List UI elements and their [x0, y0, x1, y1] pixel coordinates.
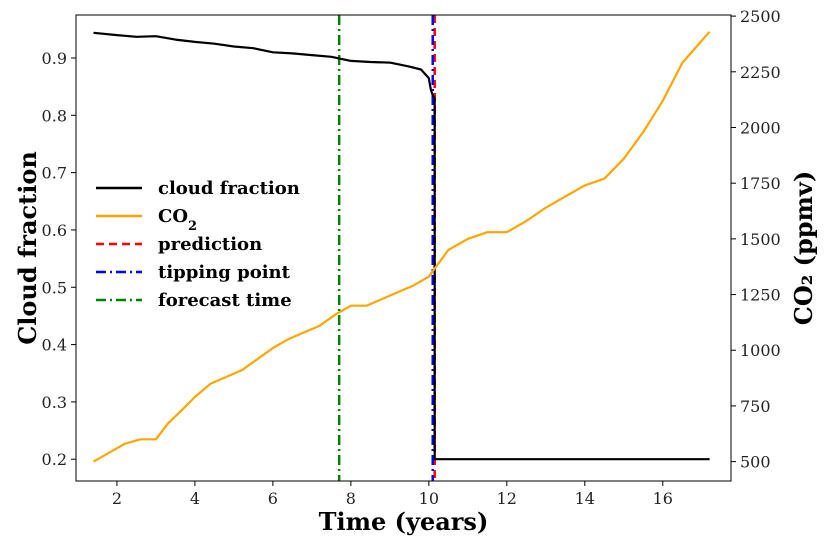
legend-label: prediction	[158, 234, 262, 255]
y-left-tick-label: 0.5	[42, 278, 67, 297]
y-left-tick-label: 0.6	[42, 221, 67, 240]
x-tick-label: 6	[268, 489, 278, 508]
x-axis-label: Time (years)	[319, 507, 489, 536]
y-left-tick-label: 0.2	[42, 450, 67, 469]
y-axis-right-label: CO₂ (ppmv)	[789, 171, 818, 326]
y-axis-right: 500 750 1000 1250 1500 1750 2000 2250 2500	[731, 7, 781, 472]
x-tick-label: 10	[419, 489, 439, 508]
y-left-tick-label: 0.3	[42, 393, 67, 412]
x-tick-label: 2	[112, 489, 122, 508]
legend-label: tipping point	[158, 262, 291, 283]
y-axis-left: 0.2 0.3 0.4 0.5 0.6 0.7 0.8 0.9	[42, 49, 76, 469]
legend-label: cloud fraction	[158, 178, 300, 199]
x-tick-label: 8	[346, 489, 356, 508]
x-tick-label: 4	[190, 489, 200, 508]
y-right-tick-label: 1250	[740, 286, 781, 305]
legend-label: CO2	[158, 206, 197, 234]
y-right-tick-label: 2250	[740, 63, 781, 82]
y-left-tick-label: 0.9	[42, 49, 67, 68]
y-right-tick-label: 500	[740, 453, 771, 472]
x-tick-label: 16	[653, 489, 673, 508]
vertical-lines	[337, 15, 436, 481]
y-left-tick-label: 0.8	[42, 106, 67, 125]
x-tick-label: 12	[497, 489, 517, 508]
y-right-tick-label: 1750	[740, 174, 781, 193]
y-right-tick-label: 1500	[740, 230, 781, 249]
y-axis-left-label: Cloud fraction	[13, 151, 42, 345]
y-right-tick-label: 750	[740, 397, 771, 416]
y-right-tick-label: 2500	[740, 7, 781, 26]
x-tick-label: 14	[575, 489, 595, 508]
series-layer	[92, 30, 711, 463]
plot-frame	[75, 14, 732, 482]
legend-label: forecast time	[158, 290, 292, 311]
y-left-tick-label: 0.4	[42, 336, 67, 355]
y-left-tick-label: 0.7	[42, 164, 67, 183]
y-right-tick-label: 2000	[740, 118, 781, 137]
series-cloud-fraction	[93, 31, 710, 461]
y-right-tick-label: 1000	[740, 341, 781, 360]
x-axis: 2 4 6 8 10 12 14 16	[112, 481, 673, 508]
series-CO	[92, 30, 711, 463]
